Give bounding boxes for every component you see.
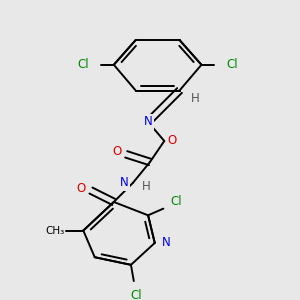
Text: N: N	[162, 236, 171, 249]
Text: Cl: Cl	[130, 289, 142, 300]
Text: H: H	[142, 180, 151, 193]
Text: N: N	[120, 176, 129, 189]
Text: Cl: Cl	[171, 194, 182, 208]
Text: O: O	[167, 134, 176, 148]
Text: CH₃: CH₃	[45, 226, 64, 236]
Text: O: O	[112, 145, 121, 158]
Text: N: N	[144, 116, 152, 128]
Text: O: O	[77, 182, 86, 195]
Text: H: H	[190, 92, 199, 105]
Text: Cl: Cl	[77, 58, 89, 71]
Text: Cl: Cl	[226, 58, 238, 71]
